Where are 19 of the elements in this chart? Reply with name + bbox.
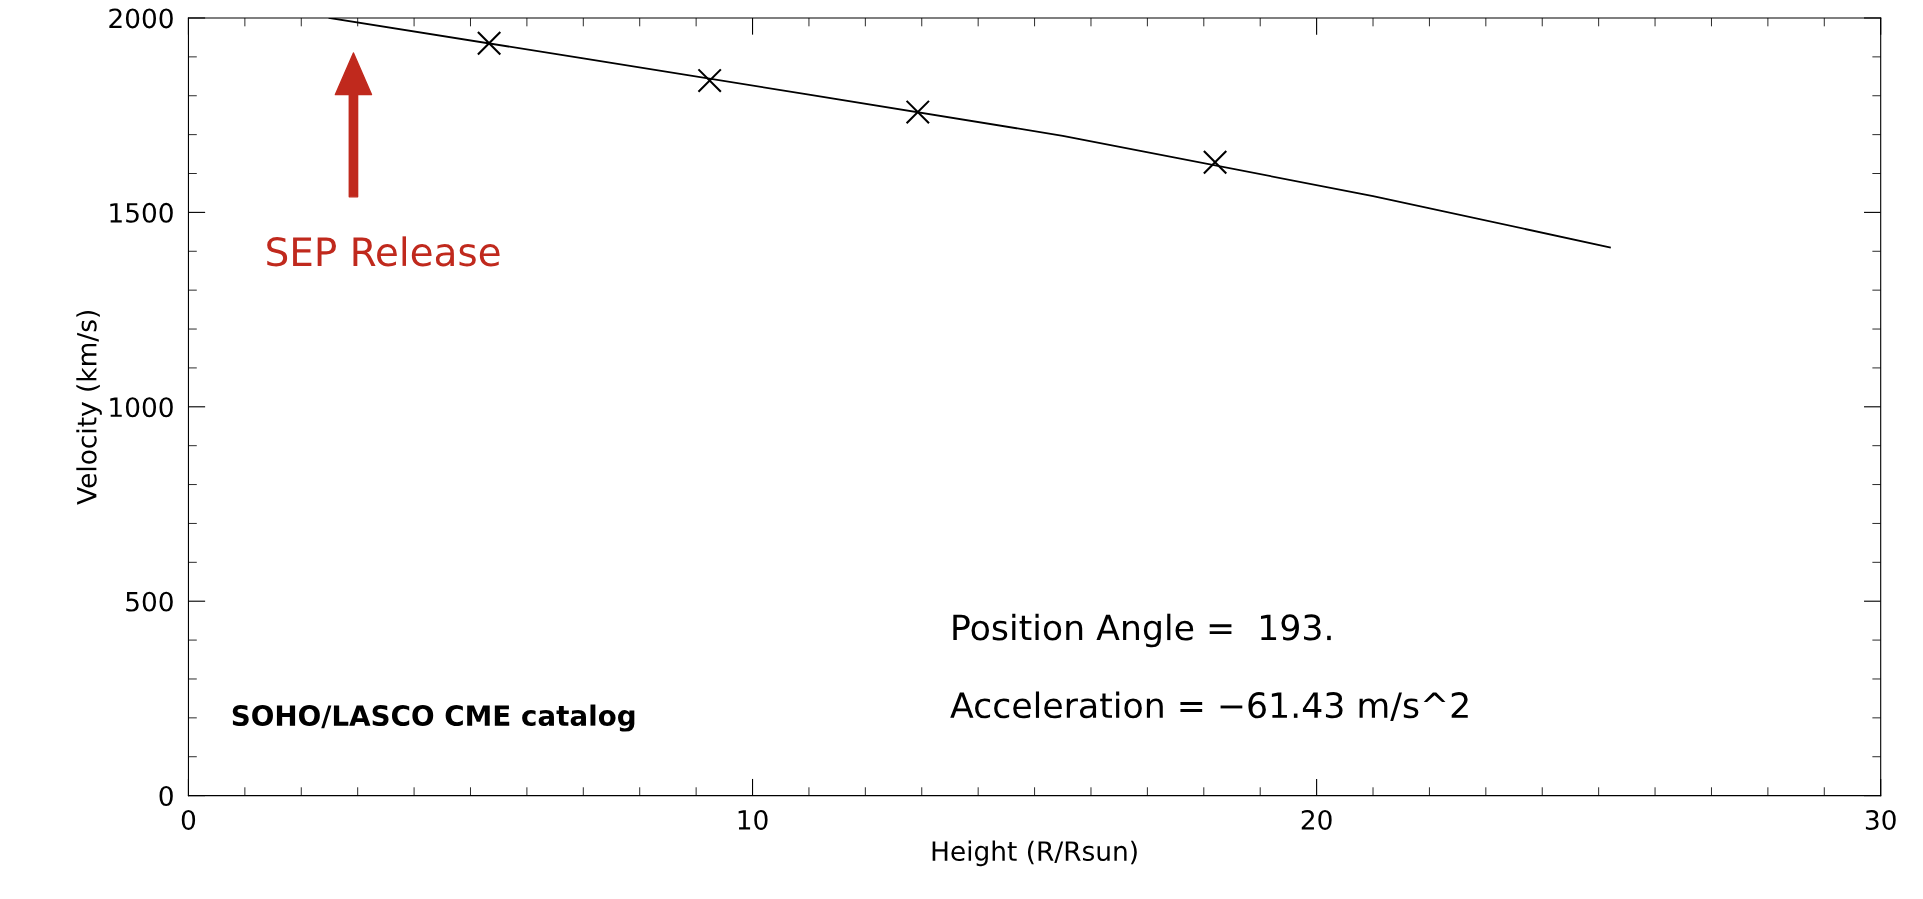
point bbox=[476, 31, 502, 56]
y-axis-title: Velocity (km/s) bbox=[76, 311, 102, 505]
x-tick-label: 0 bbox=[181, 809, 196, 830]
point bbox=[1202, 149, 1228, 175]
y-tick-label: 1000 bbox=[110, 397, 173, 418]
x-tick-label: 20 bbox=[1301, 809, 1332, 830]
annotation: SEP Release bbox=[267, 236, 500, 267]
point bbox=[697, 68, 722, 93]
x-tick-label: 30 bbox=[1865, 809, 1896, 830]
point bbox=[905, 99, 931, 125]
x-axis-title: Height (R/Rsun) bbox=[932, 840, 1137, 867]
y-tick-label: 0 bbox=[159, 786, 173, 807]
y-tick-label: 500 bbox=[126, 591, 173, 612]
annotation: SOHO/LASCO CME catalog bbox=[232, 704, 635, 732]
annotation: Position Angle = 193. bbox=[953, 613, 1331, 648]
y-tick-label: 2000 bbox=[109, 8, 173, 29]
x-tick-label: 10 bbox=[738, 809, 768, 830]
annotation: Acceleration = −61.43 m/s^2 bbox=[950, 691, 1468, 722]
y-tick-label: 1500 bbox=[110, 202, 173, 223]
